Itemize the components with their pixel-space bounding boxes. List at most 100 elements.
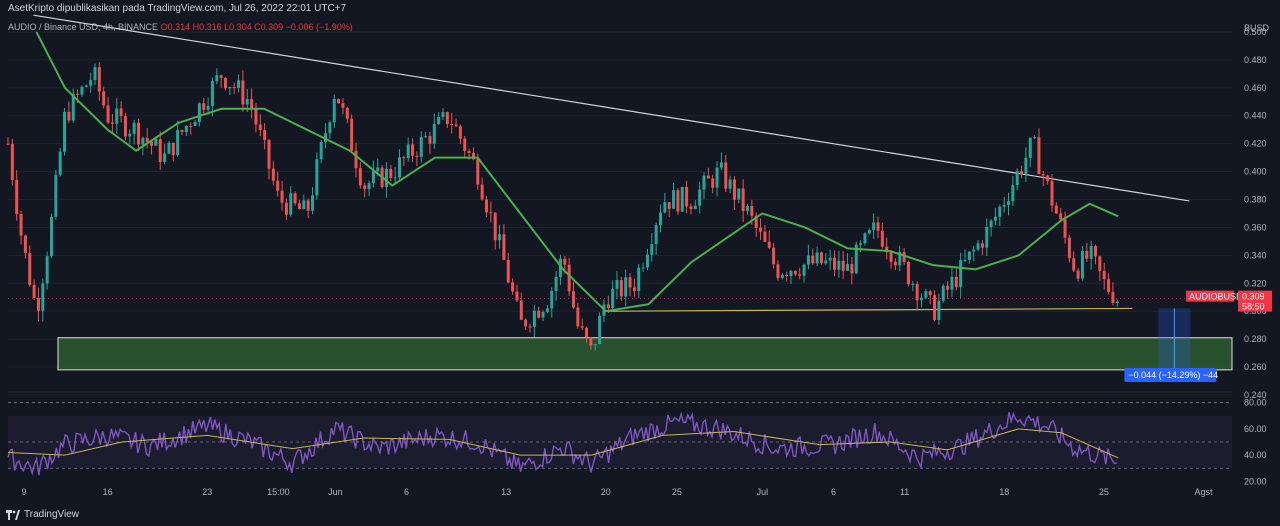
candle-body <box>911 283 915 285</box>
candle-body <box>554 276 558 291</box>
candle-body <box>6 143 10 145</box>
price-tick-label: 0.240 <box>1244 390 1267 400</box>
trendlines <box>8 14 1232 312</box>
price-tick-label: 0.380 <box>1244 195 1267 205</box>
candle-body <box>245 99 249 105</box>
candle-body <box>611 288 615 309</box>
footer-brand: TradingView <box>24 509 80 520</box>
candle-body <box>54 174 58 217</box>
candle-body <box>115 108 119 124</box>
candle-body <box>1072 258 1076 271</box>
candle-body <box>502 234 506 260</box>
candle-body <box>863 233 867 244</box>
candle-body <box>741 188 745 211</box>
price-tag-box <box>1238 290 1272 312</box>
candle-body <box>689 206 693 210</box>
candle-body <box>202 103 206 110</box>
candle-body <box>824 260 828 264</box>
candle-body <box>228 86 232 89</box>
candle-body <box>815 252 819 264</box>
candle-body <box>841 260 845 271</box>
candle-body <box>76 93 80 95</box>
candle-body <box>576 307 580 327</box>
candle-body <box>23 235 27 253</box>
candle-body <box>698 189 702 206</box>
candle-body <box>97 67 101 92</box>
candle-body <box>224 77 227 89</box>
candle-body <box>846 264 850 271</box>
candle-body <box>424 136 428 138</box>
candle-body <box>150 141 154 146</box>
rsi-tick-label: 20.00 <box>1244 476 1267 486</box>
candle-body <box>411 144 415 156</box>
candle-body <box>67 111 71 121</box>
candle-body <box>376 167 380 172</box>
candle-body <box>371 171 375 184</box>
candle-body <box>724 162 728 189</box>
candle-body <box>306 200 310 211</box>
candle-body <box>328 122 332 134</box>
candle-body <box>1046 175 1050 182</box>
candle-body <box>1080 250 1084 279</box>
candle-body <box>619 280 623 297</box>
candle-body <box>363 185 367 190</box>
candle-body <box>154 139 158 146</box>
candle-body <box>563 258 567 265</box>
candle-body <box>550 290 554 309</box>
candle-body <box>685 186 689 207</box>
candle-body <box>123 116 127 137</box>
candle-body <box>828 257 832 261</box>
symbol-legend[interactable]: AUDIO / Binance USD, 4h, BINANCE O0.314 … <box>8 22 353 32</box>
candle-body <box>267 139 271 169</box>
candle-body <box>885 246 889 253</box>
candle-body <box>63 111 67 152</box>
candle-body <box>519 300 523 320</box>
candle-body <box>967 251 971 260</box>
candle-body <box>537 310 541 318</box>
candle-body <box>676 190 680 212</box>
candle-body <box>1028 137 1032 158</box>
candle-body <box>215 75 219 82</box>
time-tick-label: 11 <box>900 487 909 497</box>
price-tick-label: 0.460 <box>1244 83 1267 93</box>
rsi-ma-line <box>7 428 1119 459</box>
time-tick-label: 13 <box>501 487 511 497</box>
candle-body <box>706 175 710 179</box>
time-tick-label: Jun <box>328 487 343 497</box>
candle-body <box>880 230 884 247</box>
candle-body <box>80 86 84 95</box>
candle-body <box>1107 279 1111 293</box>
candle-body <box>237 80 241 88</box>
candle-body <box>615 280 619 289</box>
candle-body <box>806 255 810 265</box>
candle-body <box>28 252 32 285</box>
candle-body <box>1020 171 1024 174</box>
candle-body <box>659 212 662 226</box>
candle-body <box>558 258 562 277</box>
candle-body <box>297 203 301 210</box>
candle-body <box>506 259 510 283</box>
candle-body <box>567 264 571 292</box>
candle-body <box>498 234 502 241</box>
candle-body <box>1002 204 1006 207</box>
candle-body <box>476 159 480 185</box>
descending-trendline <box>33 14 1190 202</box>
price-tick-label: 0.360 <box>1244 222 1267 232</box>
candle-body <box>163 153 167 163</box>
candle-body <box>850 264 854 274</box>
rsi-tick-label: 60.00 <box>1244 424 1267 434</box>
candle-body <box>959 259 963 288</box>
candle-body <box>415 155 419 157</box>
candle-body <box>933 295 937 320</box>
candle-body <box>715 167 719 188</box>
candle-body <box>358 168 362 186</box>
candle-body <box>1094 245 1097 257</box>
candle-body <box>102 91 106 106</box>
candle-body <box>728 179 732 189</box>
candle-body <box>750 206 754 216</box>
candle-body <box>319 141 323 160</box>
price-tick-label: 0.260 <box>1244 362 1267 372</box>
rsi-tick-label: 40.00 <box>1244 450 1267 460</box>
candle-body <box>315 159 319 196</box>
